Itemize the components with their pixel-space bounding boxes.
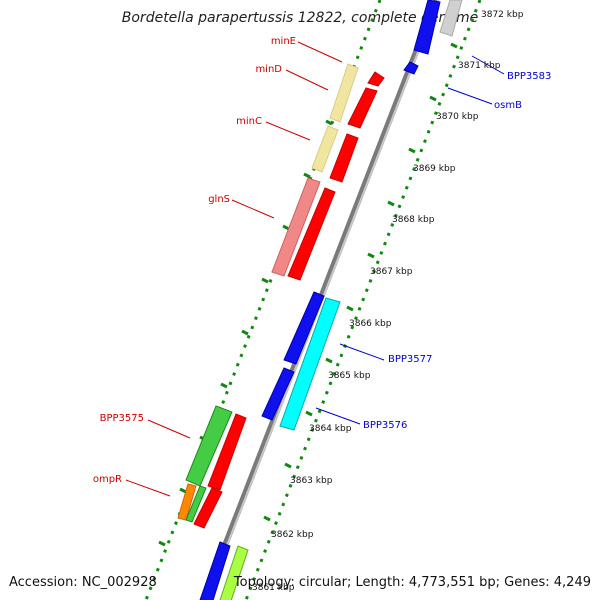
gene-blue-arrow-2 xyxy=(261,367,295,421)
gene-label-minE: minE xyxy=(271,36,296,47)
kbp-label: 3870 kbp xyxy=(436,112,479,122)
gene-minE-arrow xyxy=(367,71,385,87)
gene-BPP3575-arrow xyxy=(207,413,247,491)
gene-label-BPP3575: BPP3575 xyxy=(100,413,144,424)
track-guide-inner xyxy=(144,0,382,600)
tick-mark xyxy=(325,357,333,364)
gene-blue-arrow-1 xyxy=(283,291,325,365)
map-title: Bordetella parapertussis 12822, complete… xyxy=(121,10,479,26)
gene-BPP3576-block xyxy=(279,297,341,431)
gene-label-minD: minD xyxy=(255,64,282,75)
track-guide-outer xyxy=(244,0,482,600)
kbp-label: 3863 kbp xyxy=(290,476,333,486)
gene-label-BPP3576: BPP3576 xyxy=(363,420,407,431)
kbp-label: 3866 kbp xyxy=(349,319,392,329)
tick-mark xyxy=(387,200,395,207)
kbp-label: 3871 kbp xyxy=(458,61,501,71)
tick-mark xyxy=(408,147,416,154)
tick-mark xyxy=(346,305,354,312)
gene-label-glnS: glnS xyxy=(208,194,230,205)
kbp-label: 3864 kbp xyxy=(309,424,352,434)
tick-mark xyxy=(261,277,269,284)
tick-mark xyxy=(263,515,271,522)
gene-label-minC: minC xyxy=(236,116,262,127)
gene-label-osmB: osmB xyxy=(494,100,522,111)
connector-BPP3576 xyxy=(315,407,361,425)
connector-BPP3583 xyxy=(471,55,505,75)
gene-grey-top xyxy=(439,0,463,37)
gene-glnS-block xyxy=(271,177,321,277)
tick-mark xyxy=(220,382,228,389)
kbp-label: 3861 kbp xyxy=(252,583,295,593)
tick-mark xyxy=(179,487,187,494)
kbp-labels: 3872 kbp 3871 kbp 3870 kbp 3869 kbp 3868… xyxy=(252,10,524,593)
connector-BPP3577 xyxy=(339,343,385,361)
tick-mark xyxy=(241,329,249,336)
gene-BPP3583-block xyxy=(413,0,441,55)
accession-text: Accession: NC_002928 xyxy=(9,575,157,590)
tick-mark xyxy=(158,540,166,547)
gene-minD-block xyxy=(329,63,359,123)
genome-summary-text: Topology: circular; Length: 4,773,551 bp… xyxy=(233,575,591,590)
track-guides xyxy=(144,0,482,600)
gene-minD-arrow xyxy=(347,87,378,129)
tick-mark xyxy=(282,224,290,231)
kbp-label: 3868 kbp xyxy=(392,215,435,225)
kbp-label: 3865 kbp xyxy=(328,371,371,381)
gene-ompR-arrow xyxy=(193,487,223,529)
gene-glnS-arrow xyxy=(287,187,336,281)
kbp-label: 3862 kbp xyxy=(271,530,314,540)
gene-minC-arrow xyxy=(329,133,359,183)
gene-label-ompR: ompR xyxy=(93,474,122,485)
connector-BPP3575 xyxy=(147,419,191,439)
gene-minC-block xyxy=(311,125,339,173)
tick-mark xyxy=(450,42,458,49)
gene-features xyxy=(177,0,463,600)
kbp-label: 3872 kbp xyxy=(481,10,524,20)
label-connectors xyxy=(125,41,505,497)
gene-blue-bottom xyxy=(199,541,231,600)
tick-mark xyxy=(429,95,437,102)
gene-label-BPP3577: BPP3577 xyxy=(388,354,432,365)
connector-minD xyxy=(285,69,329,91)
connector-ompR xyxy=(125,479,171,497)
tick-mark xyxy=(325,119,333,126)
connector-osmB xyxy=(447,87,493,105)
gene-label-BPP3583: BPP3583 xyxy=(507,71,551,82)
gene-ompR-green xyxy=(185,485,207,523)
gene-osmB-block xyxy=(403,61,419,75)
gene-labels: minE minD minC glnS BPP3575 ompR BPP3583… xyxy=(93,36,552,485)
tick-mark xyxy=(303,172,311,179)
connector-minE xyxy=(297,41,343,63)
tick-mark xyxy=(305,410,313,417)
connector-glnS xyxy=(231,199,275,219)
kbp-label: 3867 kbp xyxy=(370,267,413,277)
tick-mark xyxy=(367,252,375,259)
tick-mark xyxy=(284,462,292,469)
kbp-label: 3869 kbp xyxy=(413,164,456,174)
gene-lime-bottom xyxy=(219,545,249,600)
connector-minC xyxy=(265,121,311,141)
